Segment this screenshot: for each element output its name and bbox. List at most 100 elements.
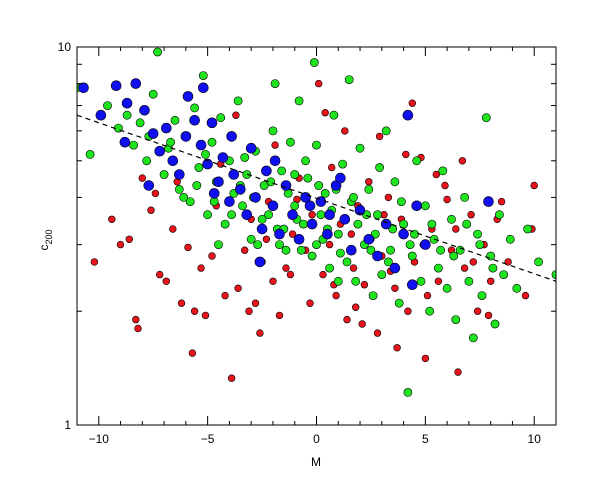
scatter-point <box>250 192 261 203</box>
scatter-point <box>452 225 460 233</box>
scatter-point <box>432 170 440 179</box>
scatter-point <box>366 245 376 255</box>
scatter-point <box>394 298 404 308</box>
scatter-point <box>103 101 112 110</box>
scatter-point <box>227 210 236 220</box>
scatter-point <box>221 291 229 300</box>
scatter-point <box>347 230 355 238</box>
scatter-point <box>301 156 310 166</box>
scatter-point <box>264 210 273 220</box>
scatter-point <box>129 140 138 150</box>
scatter-point <box>143 180 155 191</box>
tick-labels-layer: −10 −5 0 5 10 1 10 <box>58 40 542 446</box>
scatter-point <box>190 103 199 113</box>
scatter-point <box>269 155 281 167</box>
scatter-point <box>324 209 335 220</box>
scatter-point <box>420 239 431 250</box>
scatter-point <box>256 37 264 45</box>
scatter-point <box>179 192 189 202</box>
scatter-point <box>286 270 295 279</box>
scatter-point <box>483 196 494 207</box>
scatter-point <box>530 181 538 190</box>
scatter-point <box>304 200 316 212</box>
scatter-point <box>467 211 475 219</box>
scatter-point <box>177 299 186 307</box>
scatter-point <box>349 264 358 272</box>
scatter-point <box>135 118 145 128</box>
scatter-point <box>122 110 132 120</box>
scatter-point <box>425 306 435 316</box>
scatter-point <box>294 96 304 106</box>
scatter-point <box>148 89 158 99</box>
scatter-point <box>174 184 184 194</box>
y-tick-label: 1 <box>64 418 71 432</box>
scatter-point <box>488 263 498 273</box>
scatter-point <box>332 291 340 300</box>
scatter-point <box>469 258 477 266</box>
y-axis-label-main: c <box>37 245 51 251</box>
scatter-point <box>328 163 336 172</box>
scatter-point <box>224 196 235 207</box>
scatter-point <box>241 246 249 254</box>
scatter-point <box>408 99 416 107</box>
scatter-point <box>354 204 366 216</box>
scatter-point <box>375 132 384 141</box>
scatter-point <box>365 178 373 186</box>
series-2 <box>77 37 556 397</box>
scatter-point <box>344 75 354 84</box>
scatter-point <box>407 251 417 261</box>
scatter-point <box>403 387 413 397</box>
scatter-point <box>442 283 452 293</box>
scatter-point <box>119 136 131 148</box>
scatter-point <box>320 188 330 198</box>
scatter-point <box>335 172 346 184</box>
scatter-point <box>416 276 426 286</box>
scatter-point <box>253 240 263 249</box>
scatter-point <box>167 155 179 167</box>
scatter-point <box>220 219 230 229</box>
scatter-point <box>275 240 284 249</box>
scatter-point <box>282 264 290 272</box>
scatter-point <box>161 122 172 134</box>
scatter-point <box>256 329 264 337</box>
scatter-point <box>156 270 164 279</box>
scatter-point <box>341 127 349 135</box>
scatter-point <box>319 270 327 279</box>
scatter-point <box>464 276 474 286</box>
scatter-point <box>420 201 430 211</box>
scatter-point <box>468 333 478 343</box>
x-tick-label: −10 <box>89 432 110 446</box>
scatter-point <box>360 281 369 289</box>
scatter-point <box>194 163 204 172</box>
scatter-point <box>386 245 395 255</box>
scatter-point <box>85 149 95 159</box>
scatter-point <box>228 169 240 180</box>
y-axis-label-subscript: 200 <box>44 229 54 244</box>
scatter-point <box>245 307 253 315</box>
scatter-point <box>153 47 162 57</box>
scatter-point <box>95 109 107 121</box>
scatter-point <box>364 184 374 194</box>
scatter-point <box>116 240 125 249</box>
scatter-point <box>487 277 495 285</box>
scatter-point <box>390 177 400 187</box>
scatter-point <box>521 291 530 300</box>
scatter-point <box>421 354 430 363</box>
scatter-point <box>307 251 317 261</box>
points-layer <box>77 37 556 397</box>
scatter-point <box>454 368 462 376</box>
scatter-point <box>393 344 401 352</box>
scatter-point <box>411 200 423 212</box>
scatter-point <box>151 189 160 198</box>
scatter-point <box>166 137 175 147</box>
scatter-point <box>90 258 99 266</box>
scatter-point <box>315 79 323 88</box>
scatter-point <box>434 277 443 285</box>
scatter-point <box>484 311 493 320</box>
scatter-point <box>321 108 329 117</box>
scatter-point <box>240 153 250 162</box>
scatter-point <box>121 97 133 109</box>
scatter-point <box>405 240 415 249</box>
scatter-point <box>216 113 226 123</box>
scatter-point <box>139 105 150 116</box>
